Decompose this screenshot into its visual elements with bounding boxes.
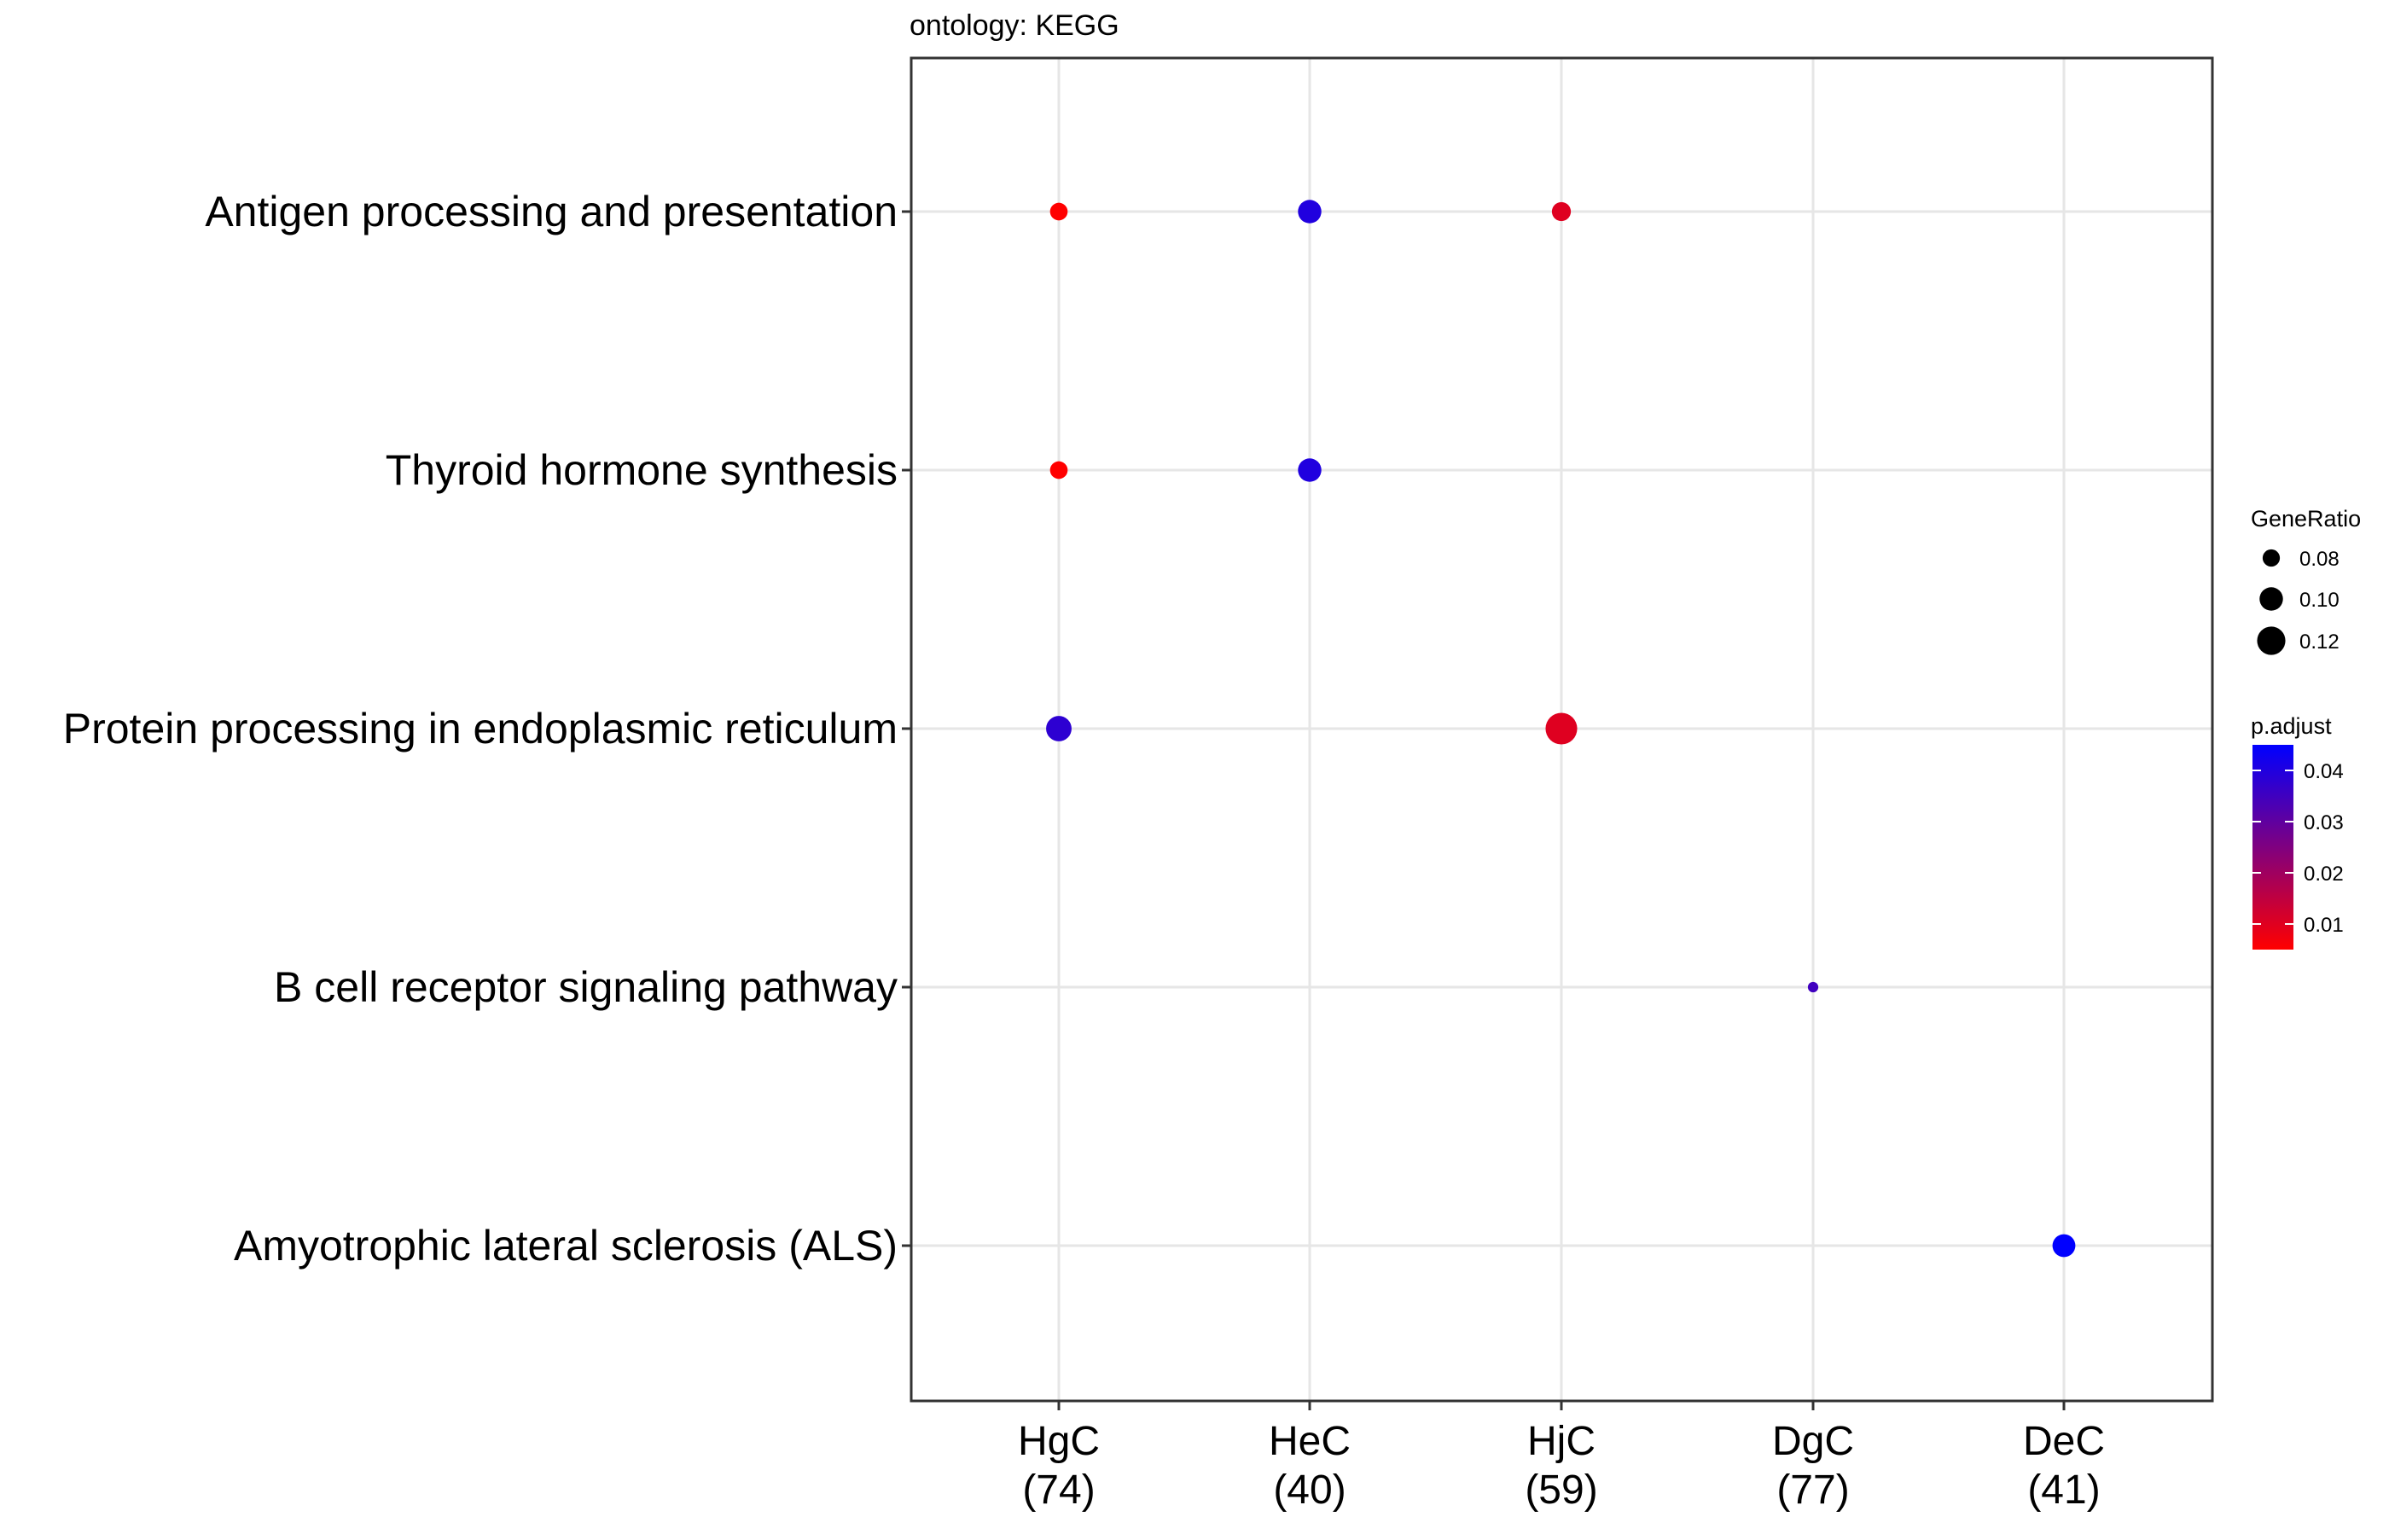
x-tick-count-label: (74) (1022, 1467, 1095, 1513)
size-legend-label: 0.12 (2299, 631, 2340, 654)
size-legend-label: 0.10 (2299, 589, 2340, 612)
size-legend-label: 0.08 (2299, 548, 2340, 571)
y-tick-label: Thyroid hormone synthesis (386, 446, 898, 494)
color-legend-label: 0.03 (2304, 811, 2344, 834)
color-legend-title: p.adjust (2251, 713, 2332, 739)
y-tick-label: Amyotrophic lateral sclerosis (ALS) (234, 1222, 898, 1270)
axes: Antigen processing and presentation Thyro… (63, 188, 2105, 1513)
x-tick-label: DgC (1772, 1419, 1854, 1464)
color-legend-bar (2252, 745, 2293, 950)
y-tick-label: Protein processing in endoplasmic reticu… (63, 705, 898, 753)
size-legend-key (2262, 549, 2281, 567)
color-legend-label: 0.01 (2304, 914, 2344, 937)
data-point-HeC (1298, 458, 1322, 482)
x-tick-label: HjC (1527, 1419, 1596, 1464)
data-point-HjC (1545, 712, 1578, 745)
data-point-DgC (1807, 981, 1819, 993)
x-tick-count-label: (77) (1776, 1467, 1849, 1513)
data-point-DeC (2052, 1234, 2076, 1258)
x-tick-count-label: (59) (1525, 1467, 1597, 1513)
x-tick-label: HeC (1269, 1419, 1351, 1464)
size-legend-key (2257, 626, 2286, 655)
size-legend-key (2259, 587, 2283, 611)
x-tick-label: HgC (1018, 1419, 1100, 1464)
chart-title: ontology: KEGG (910, 9, 1119, 42)
size-legend: 0.08 0.10 0.12 (2257, 548, 2340, 655)
x-tick-label: DeC (2023, 1419, 2105, 1464)
color-legend-label: 0.04 (2304, 760, 2344, 783)
data-point-HgC (1049, 202, 1068, 221)
data-points (1046, 200, 2076, 1258)
color-legend-label: 0.02 (2304, 863, 2344, 886)
x-tick-count-label: (40) (1273, 1467, 1346, 1513)
x-tick-count-label: (41) (2027, 1467, 2100, 1513)
data-point-HeC (1298, 200, 1322, 224)
y-tick-label: Antigen processing and presentation (205, 188, 898, 235)
data-point-HgC (1049, 461, 1068, 479)
data-point-HjC (1551, 201, 1572, 222)
data-point-HgC (1046, 716, 1072, 741)
y-tick-label: B cell receptor signaling pathway (274, 963, 898, 1011)
color-legend: 0.01 0.02 0.03 0.04 (2252, 760, 2344, 937)
size-legend-title: GeneRatio (2251, 506, 2361, 532)
